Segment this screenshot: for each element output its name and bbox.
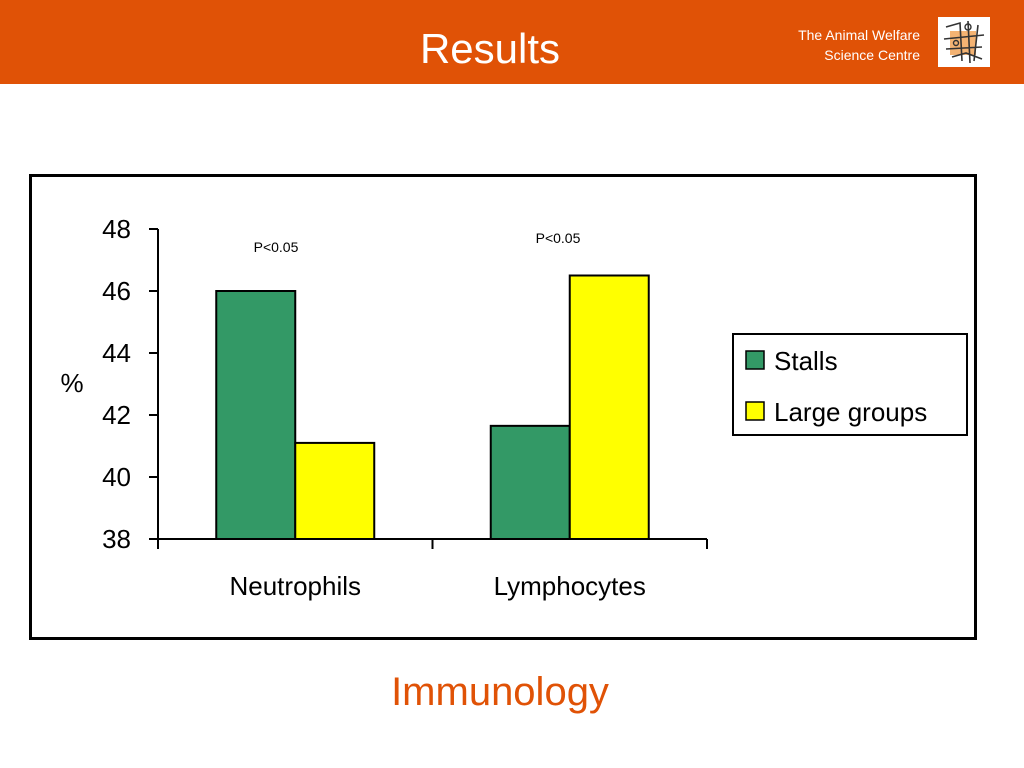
y-tick-label: 40 [102, 462, 131, 492]
header-bar: Results The Animal Welfare Science Centr… [0, 0, 1024, 84]
x-category-label: Lymphocytes [494, 571, 646, 601]
org-name: The Animal Welfare Science Centre [798, 27, 920, 63]
y-tick-label: 42 [102, 400, 131, 430]
x-category-label: Neutrophils [229, 571, 361, 601]
bar-large-groups-neutrophils [294, 441, 376, 540]
y-tick-label: 38 [102, 524, 131, 554]
footer-title: Immunology [391, 670, 609, 714]
y-tick-label: 44 [102, 338, 131, 368]
annotation-neutrophils: P<0.05 [254, 239, 299, 255]
bar-stalls-lymphocytes [489, 424, 571, 541]
y-axis-label: % [60, 368, 83, 398]
legend: Stalls Large groups [732, 333, 968, 436]
legend-swatch-large-groups [745, 401, 765, 421]
y-tick-label: 46 [102, 276, 131, 306]
legend-label-stalls: Stalls [774, 346, 838, 376]
legend-label-large-groups: Large groups [774, 397, 927, 427]
bar-stalls-neutrophils [215, 290, 297, 540]
legend-box [732, 333, 968, 436]
y-tick-label: 48 [102, 214, 131, 244]
annotation-lymphocytes: P<0.05 [536, 230, 581, 246]
legend-swatch-stalls [745, 350, 765, 370]
welfare-centre-logo-icon [938, 17, 990, 67]
bar-large-groups-lymphocytes [568, 274, 650, 540]
slide-title: Results [419, 25, 561, 72]
